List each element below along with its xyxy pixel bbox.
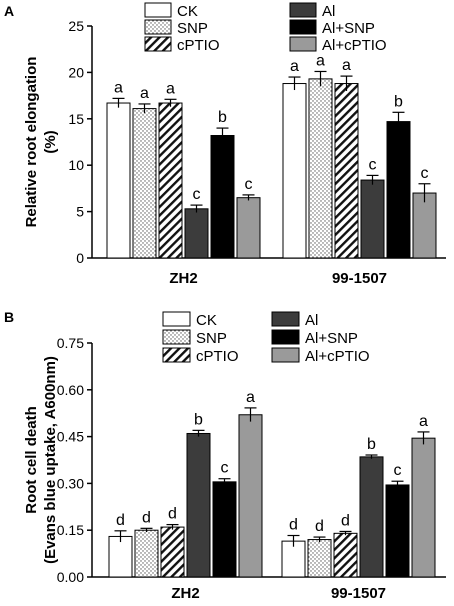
panel-letter: B: [4, 309, 14, 325]
significance-label: a: [419, 413, 428, 430]
bar: [236, 197, 261, 259]
significance-label: c: [421, 165, 429, 182]
significance-label: b: [194, 411, 203, 428]
y-tick-label: 0.15: [57, 522, 84, 538]
legend-label: Al+cPTIO: [322, 37, 387, 54]
significance-label: a: [114, 79, 123, 96]
legend-label: Al+cPTIO: [305, 348, 370, 365]
legend-label: Al+SNP: [322, 20, 375, 37]
bar: [108, 535, 133, 578]
legend-label: SNP: [177, 20, 208, 37]
y-axis-title: (Evans blue uptake, A600nm): [42, 356, 59, 564]
y-axis-title: (%): [42, 130, 59, 153]
y-tick-label: 0: [76, 250, 84, 266]
significance-label: a: [166, 80, 175, 97]
category-label: 99-1507: [332, 270, 387, 287]
y-tick-label: 10: [68, 157, 84, 173]
bar: [360, 179, 385, 259]
y-tick-label: 0.75: [57, 335, 84, 351]
significance-label: d: [341, 512, 350, 529]
y-tick-label: 15: [68, 111, 84, 127]
significance-label: d: [315, 518, 324, 535]
legend-swatch: [289, 2, 317, 18]
bar: [186, 432, 211, 578]
bar: [212, 481, 237, 578]
significance-label: c: [193, 186, 201, 203]
bar: [386, 121, 411, 259]
legend-label: Al+SNP: [305, 330, 358, 347]
category-label: 99-1507: [331, 585, 386, 602]
legend-swatch: [271, 329, 300, 345]
y-tick-label: 0.00: [57, 569, 84, 585]
legend-swatch: [162, 347, 191, 363]
y-axis-title: Relative root elongation: [23, 57, 40, 228]
significance-label: c: [221, 460, 229, 477]
legend-swatch: [144, 2, 172, 18]
legend-label: SNP: [196, 330, 227, 347]
significance-label: d: [116, 512, 125, 529]
bar: [385, 484, 410, 578]
significance-label: a: [316, 52, 325, 69]
y-tick-label: 5: [76, 204, 84, 220]
y-tick-label: 25: [68, 18, 84, 34]
significance-label: b: [367, 436, 376, 453]
bar: [359, 456, 384, 578]
legend-label: Al: [305, 312, 318, 329]
significance-label: c: [369, 156, 377, 173]
significance-label: a: [342, 57, 351, 74]
legend-label: CK: [177, 3, 198, 20]
panel-b: B 0.00 0.15 0.30 0.45 0.60 0.75 Root cell death…: [4, 309, 446, 602]
bar: [282, 83, 307, 259]
bar: [333, 532, 358, 578]
legend-swatch: [271, 311, 300, 327]
significance-label: c: [394, 462, 402, 479]
panel-letter: A: [4, 3, 14, 19]
significance-label: d: [168, 506, 177, 523]
bar: [160, 526, 185, 578]
bar: [132, 108, 157, 259]
legend-swatch: [271, 347, 300, 363]
bar: [308, 78, 333, 259]
legend-swatch: [162, 329, 191, 345]
significance-label: b: [218, 109, 227, 126]
legend-label: cPTIO: [196, 348, 239, 365]
significance-label: d: [142, 509, 151, 526]
legend-swatch: [144, 36, 172, 52]
legend-swatch: [289, 36, 317, 52]
bar: [106, 102, 131, 259]
legend-label: CK: [196, 312, 217, 329]
bar: [238, 414, 263, 578]
significance-label: a: [246, 389, 255, 406]
y-tick-label: 0.45: [57, 429, 84, 445]
significance-label: a: [140, 85, 149, 102]
y-tick-label: 20: [68, 64, 84, 80]
bar: [307, 539, 332, 578]
category-label: ZH2: [171, 585, 199, 602]
significance-label: c: [245, 176, 253, 193]
y-tick-label: 0.30: [57, 475, 84, 491]
significance-label: b: [394, 93, 403, 110]
bar: [334, 83, 359, 259]
y-axis-title: Root cell death: [23, 406, 40, 514]
significance-label: d: [289, 517, 298, 534]
bar: [411, 437, 436, 578]
category-label: ZH2: [169, 270, 197, 287]
legend-label: cPTIO: [177, 37, 220, 54]
bar: [134, 529, 159, 578]
legend-swatch: [144, 19, 172, 35]
legend-label: Al: [322, 3, 335, 20]
legend-swatch: [162, 311, 191, 327]
legend-swatch: [289, 19, 317, 35]
bar: [210, 135, 235, 259]
bar: [158, 102, 183, 259]
bar: [412, 192, 437, 259]
bar: [184, 208, 209, 259]
significance-label: a: [290, 58, 299, 75]
y-tick-label: 0.60: [57, 382, 84, 398]
